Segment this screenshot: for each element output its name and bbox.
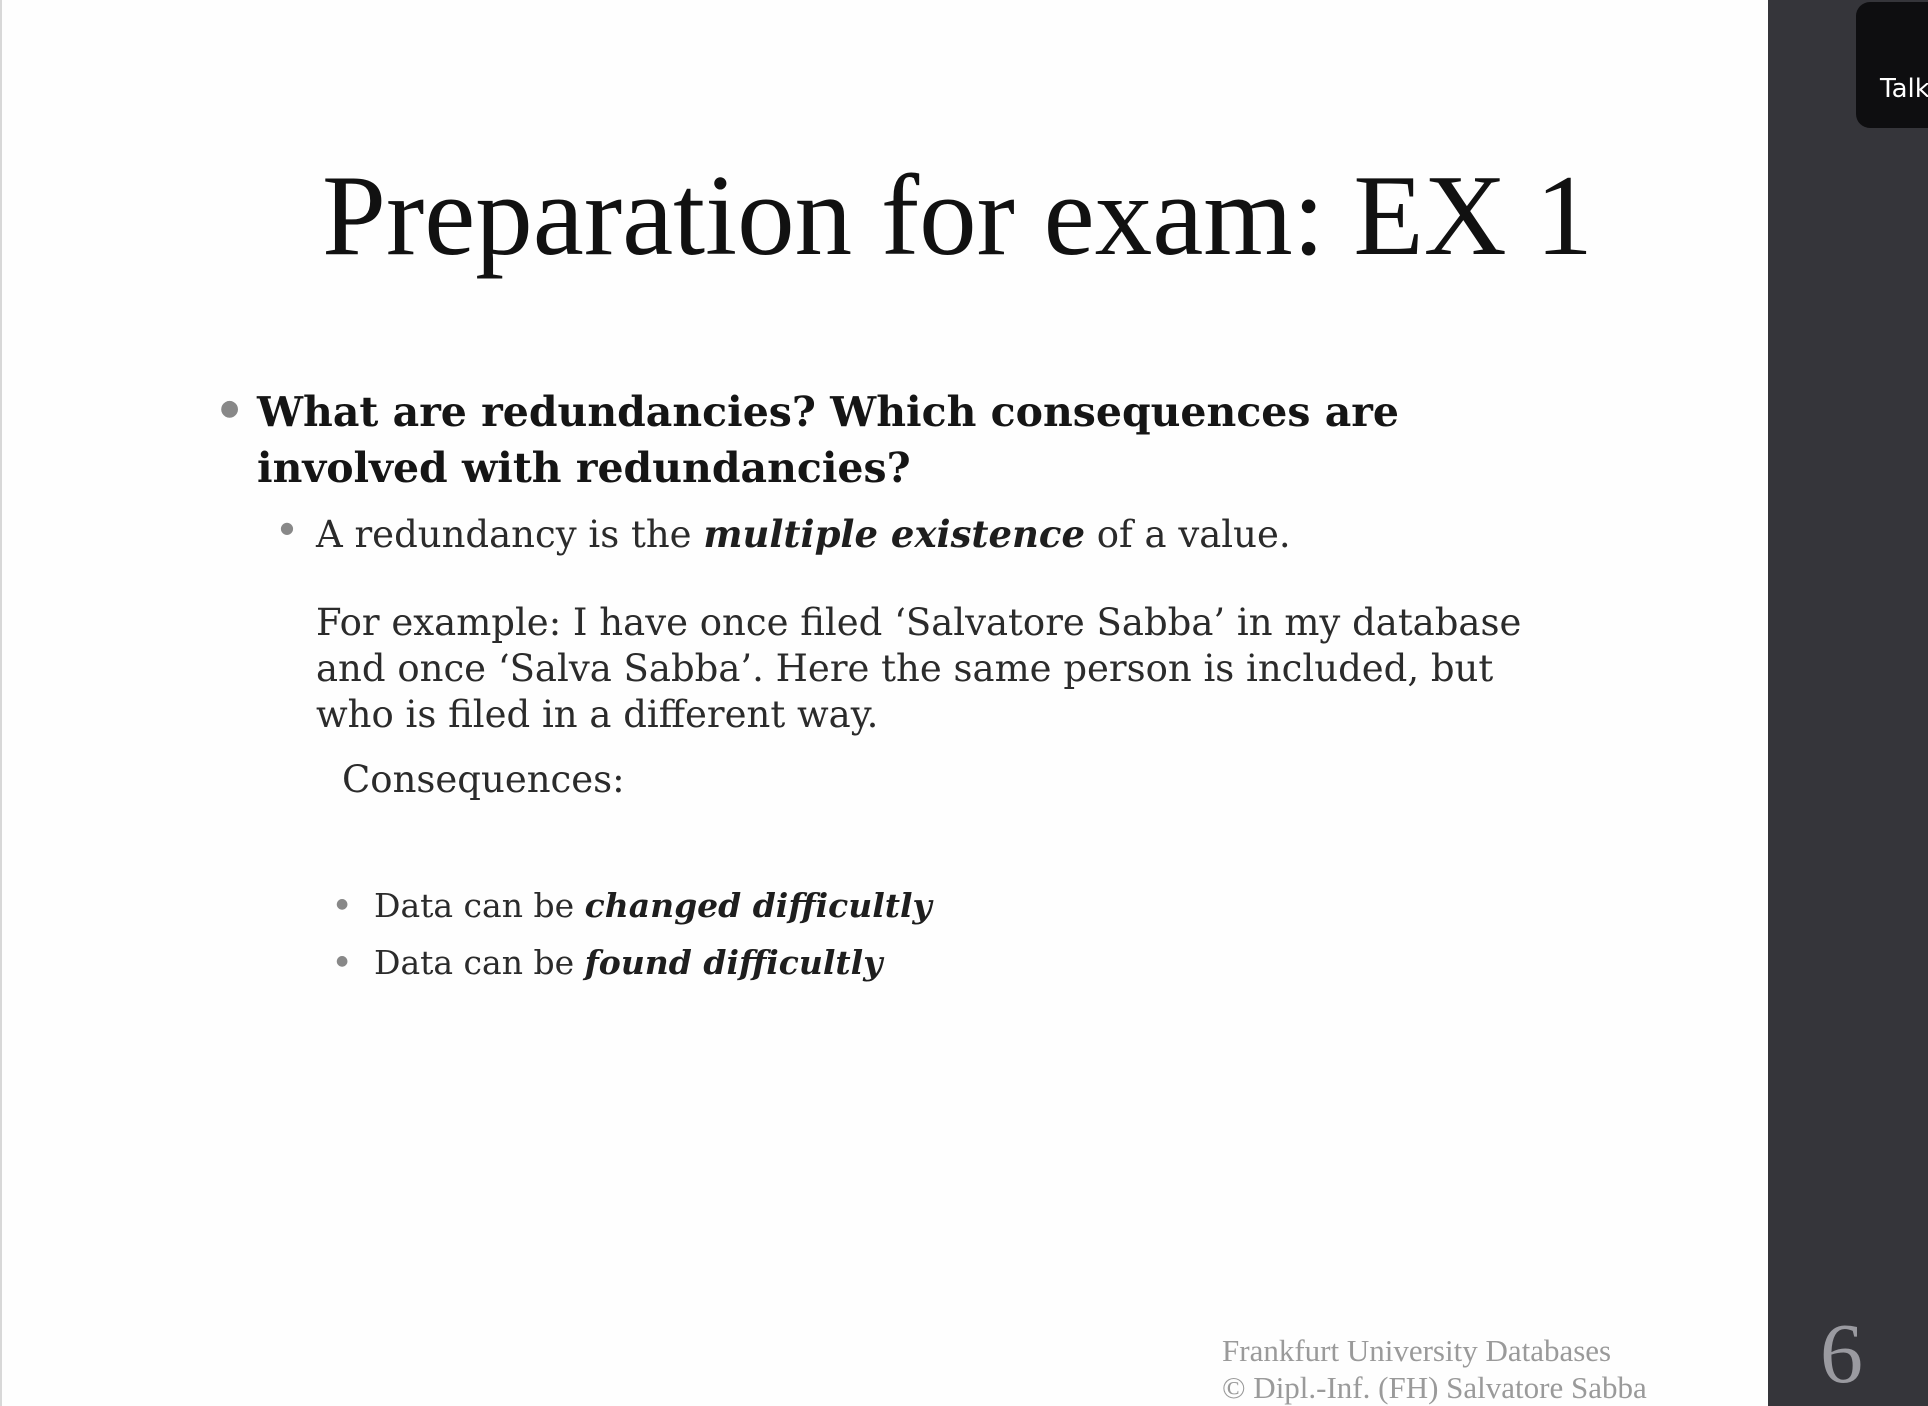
bullet-dot-icon: ● [280,518,294,537]
consequences-label: Consequences: [342,758,625,801]
bullet-dot-icon: ● [336,953,349,969]
definition-before: A redundancy is the [316,513,704,556]
presentation-slide: Preparation for exam: EX 1 ● What are re… [0,0,1647,1406]
consequence-emphasis: found difficultly [584,943,883,982]
slide-page-number: 6 [1820,1305,1863,1401]
slide-footer: Frankfurt University Databases © Dipl.-I… [1222,1332,1647,1406]
question-text: What are redundancies? Which consequence… [257,388,1399,492]
definition-text: A redundancy is the multiple existence o… [316,506,1291,563]
talk-label[interactable]: Talk [1880,74,1928,104]
definition-after: of a value. [1085,513,1291,556]
side-panel [1768,0,1928,1406]
footer-line-1: Frankfurt University Databases [1222,1333,1612,1368]
consequence-item: Data can be changed difficultly [374,878,932,934]
bullet-dot-icon: ● [220,396,240,421]
consequence-before: Data can be [374,886,585,925]
talk-button[interactable] [1856,2,1928,128]
definition-emphasis: multiple existence [703,512,1086,556]
footer-line-2: © Dipl.-Inf. (FH) Salvatore Sabba [1222,1370,1647,1405]
consequence-emphasis: changed difficultly [584,886,932,925]
slide-title: Preparation for exam: EX 1 [322,152,1593,279]
consequence-before: Data can be [374,943,585,982]
consequence-item: Data can be found difficultly [374,935,882,991]
bullet-dot-icon: ● [336,896,349,912]
example-text: For example: I have once filed ‘Salvator… [316,601,1522,736]
